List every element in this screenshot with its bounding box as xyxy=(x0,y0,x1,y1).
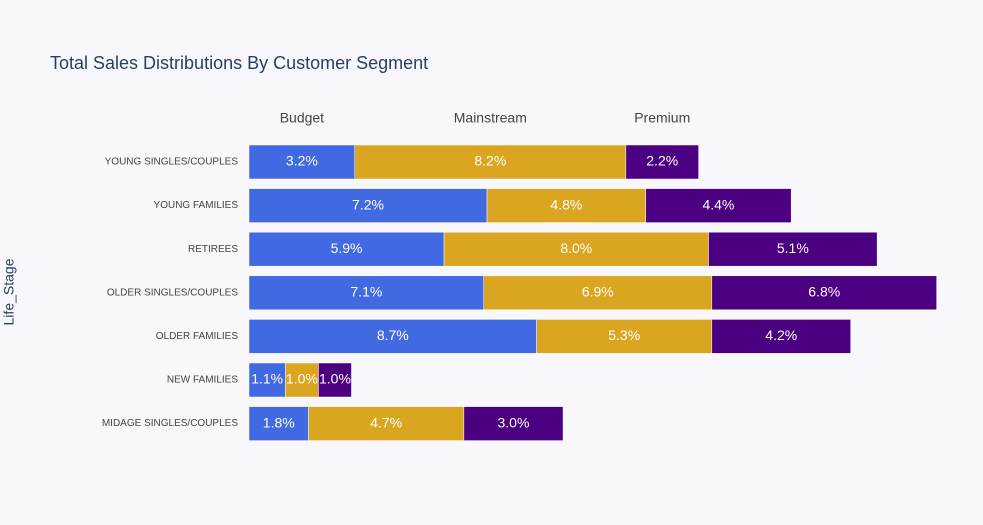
value-label: 3.0% xyxy=(498,414,530,430)
y-tick-label: YOUNG FAMILIES xyxy=(154,200,239,211)
bar-segment xyxy=(248,362,286,398)
value-label: 4.4% xyxy=(702,196,734,212)
y-tick-label: OLDER FAMILIES xyxy=(156,331,239,342)
bar-segment xyxy=(645,188,792,223)
y-tick-label: YOUNG SINGLES/COUPLES xyxy=(105,157,239,168)
value-label: 8.7% xyxy=(377,327,409,343)
bar-segment xyxy=(308,406,465,441)
value-label: 4.7% xyxy=(370,414,402,430)
bar-segment xyxy=(483,275,713,311)
bar-segment xyxy=(248,406,309,441)
value-label: 7.2% xyxy=(352,196,384,212)
bar-segment xyxy=(443,231,709,267)
bar-segment xyxy=(711,319,851,354)
value-label: 1.0% xyxy=(286,371,318,387)
value-label: 8.2% xyxy=(474,153,506,169)
value-label: 1.8% xyxy=(263,414,295,430)
y-tick-label: MIDAGE SINGLES/COUPLES xyxy=(102,418,238,429)
bar-segment xyxy=(354,144,627,180)
bar-segment xyxy=(248,275,484,311)
value-label: 3.2% xyxy=(286,153,318,169)
value-label: 5.9% xyxy=(331,240,363,256)
value-label: 6.8% xyxy=(808,284,840,300)
legend-label: Mainstream xyxy=(454,110,527,126)
bar-segment xyxy=(486,188,646,223)
chart-title: Total Sales Distributions By Customer Se… xyxy=(50,53,428,73)
value-label: 4.2% xyxy=(765,327,797,343)
y-axis-title: Life_Stage xyxy=(1,258,17,325)
value-label: 7.1% xyxy=(350,284,382,300)
bar-segment xyxy=(708,231,878,267)
value-label: 2.2% xyxy=(646,153,678,169)
bar-segment xyxy=(536,319,713,354)
legend-label: Budget xyxy=(280,110,324,126)
legend-label: Premium xyxy=(634,110,690,126)
y-tick-label: NEW FAMILIES xyxy=(167,375,238,386)
bar-segment xyxy=(248,144,356,180)
y-tick-label: OLDER SINGLES/COUPLES xyxy=(107,287,238,298)
bar-segment xyxy=(248,319,537,354)
value-label: 1.0% xyxy=(319,371,351,387)
bar-segment xyxy=(711,275,937,311)
bar-segment xyxy=(463,406,564,441)
y-tick-label: RETIREES xyxy=(188,244,238,255)
value-label: 5.1% xyxy=(777,240,809,256)
bar-segment xyxy=(318,362,352,398)
value-label: 8.0% xyxy=(560,240,592,256)
bar-segment xyxy=(285,362,319,398)
value-label: 6.9% xyxy=(582,284,614,300)
value-label: 1.1% xyxy=(251,371,283,387)
bar-segment xyxy=(248,231,445,267)
value-label: 5.3% xyxy=(608,327,640,343)
value-label: 4.8% xyxy=(550,196,582,212)
bar-segment xyxy=(248,188,488,223)
bar-segment xyxy=(625,144,699,180)
